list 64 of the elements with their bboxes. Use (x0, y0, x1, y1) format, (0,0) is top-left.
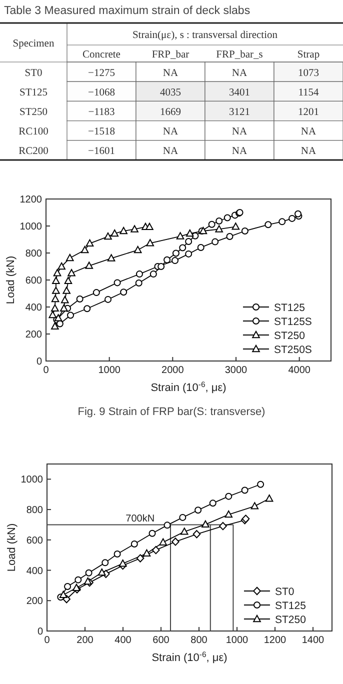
y-axis-title: Load (kN) (6, 523, 18, 572)
y-tick-label: 600 (26, 535, 44, 546)
data-label: 4035 (160, 87, 181, 98)
x-tick-label: 1400 (302, 635, 325, 646)
y-tick-label: 0 (36, 356, 42, 368)
y-axis-title: Load (kN) (5, 256, 17, 304)
y-tick-label: 0 (37, 626, 44, 638)
x-tick-label: 1200 (264, 635, 287, 646)
data-label: 1073 (298, 68, 319, 79)
text: NA (300, 126, 316, 138)
x-tick-label: 3000 (224, 365, 248, 376)
y-tick-label: 1000 (20, 222, 42, 232)
y-tick-label: RC100 (18, 126, 48, 138)
legend-label: ST125 (274, 302, 306, 314)
data-label: −1275 (88, 68, 115, 79)
x-tick-label: 600 (152, 635, 170, 646)
data-label: −1601 (88, 146, 115, 158)
x-tick-label: 400 (114, 635, 132, 646)
text: NA (162, 68, 178, 79)
legend-label: ST125 (275, 600, 306, 612)
y-tick-label: 1200 (20, 194, 42, 206)
legend-label: ST250 (274, 330, 306, 342)
data-label: 1154 (298, 87, 320, 98)
data-label: −1183 (88, 107, 115, 118)
text: NA (232, 146, 248, 158)
y-tick-label: ST250 (19, 107, 48, 118)
legend-label: ST125S (274, 316, 312, 328)
y-tick-label: 600 (25, 276, 42, 286)
legend-label: ST0 (275, 586, 294, 598)
y-tick-label: 1000 (20, 474, 44, 486)
y-tick-label: ST125 (19, 87, 48, 98)
x-axis-title: Strain (10$^{-6}$, με) (152, 650, 228, 664)
data-label: 3401 (229, 87, 250, 98)
legend-label: ST250 (275, 614, 306, 626)
y-tick-label: 400 (26, 566, 44, 577)
data-label: −1068 (88, 87, 115, 98)
chart-title: Table 3 Measured maximum strain of deck slabs (4, 5, 250, 17)
x-tick-label: 1000 (98, 365, 121, 376)
text: NA (232, 126, 248, 138)
x-tick-label: 800 (190, 635, 208, 646)
data-label: 1201 (298, 107, 319, 118)
y-tick-label: 800 (25, 248, 42, 260)
legend-label: ST250S (274, 344, 312, 356)
y-tick-label: 400 (25, 302, 42, 314)
data-label: 3121 (229, 107, 250, 118)
y-tick-label: 200 (25, 330, 42, 340)
y-tick-label: RC200 (18, 146, 48, 158)
text: NA (162, 146, 178, 158)
x-tick-label: 200 (76, 635, 94, 646)
x-tick-label: 4000 (288, 365, 311, 376)
x-tick-label: 1000 (226, 635, 249, 646)
data-label: −1518 (88, 126, 115, 138)
x-tick-label: 2000 (162, 365, 184, 376)
y-tick-label: ST0 (24, 68, 42, 79)
y-tick-label: 800 (26, 505, 44, 516)
caption: Fig. 9 Strain of FRP bar(S: transverse) (78, 406, 266, 418)
x-axis-title: Strain (10$^{-6}$, με) (150, 380, 226, 394)
y-tick-label: 200 (26, 596, 44, 608)
data-label: 1669 (160, 107, 181, 118)
y-axis-title: Specimen (12, 38, 55, 50)
ref-line-label: 700kN (126, 514, 155, 525)
text: NA (300, 146, 316, 158)
text: NA (162, 126, 178, 138)
text: NA (232, 68, 248, 79)
